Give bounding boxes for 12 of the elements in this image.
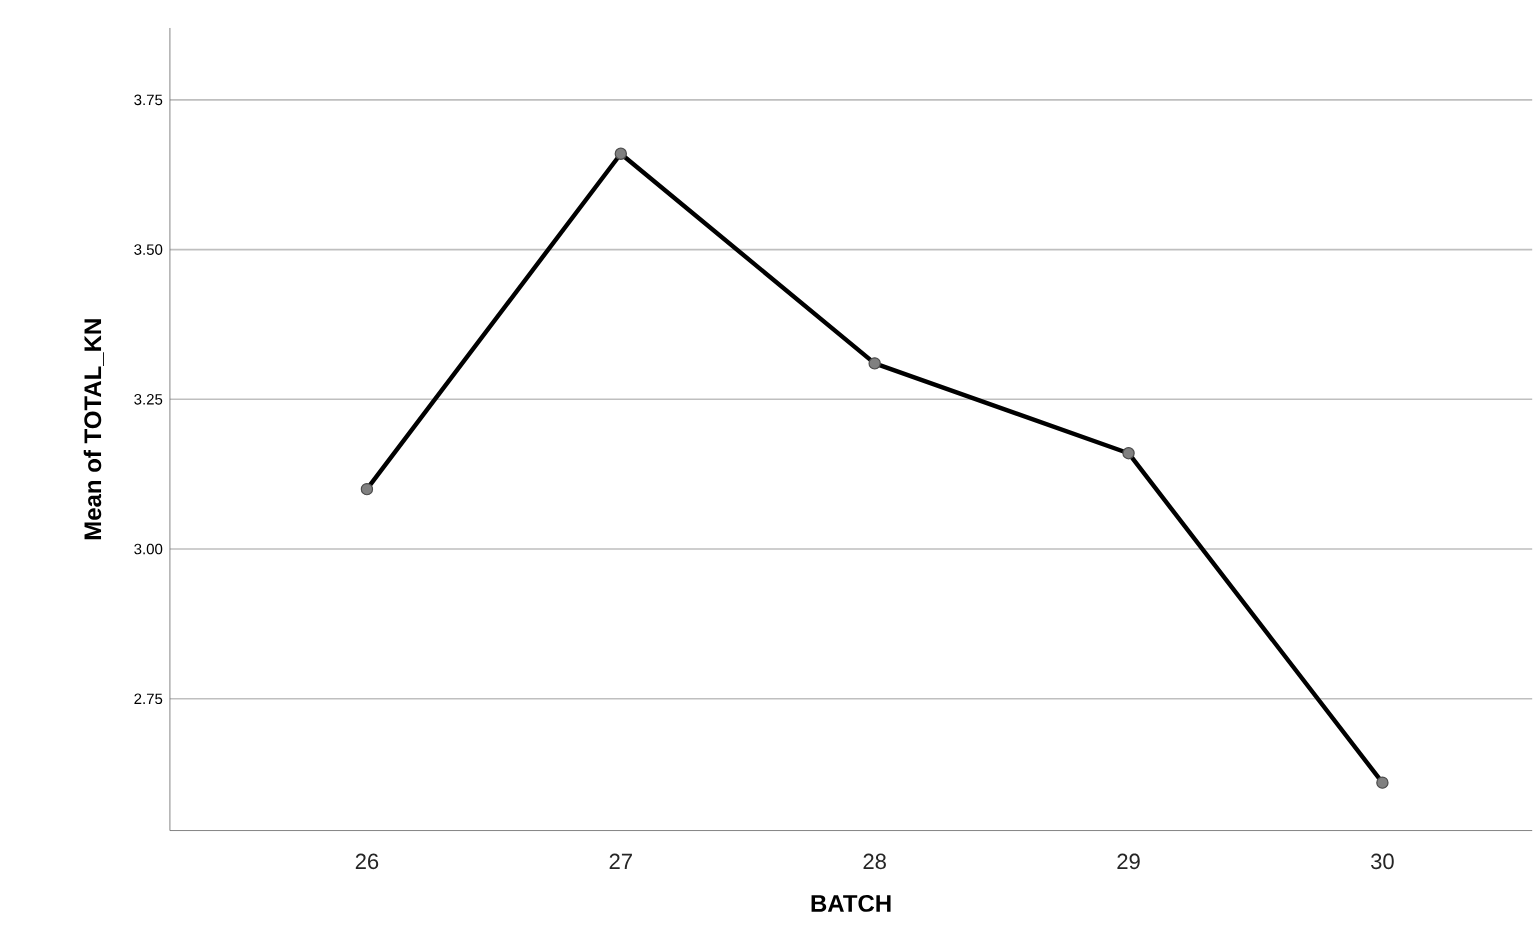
y-axis-title: Mean of TOTAL_KN [83,319,104,539]
x-tick-label: 28 [863,853,886,869]
y-tick-label: 3.00 [134,543,163,555]
x-axis-title: BATCH [811,894,891,912]
y-tick-label: 2.75 [134,693,163,704]
y-tick-label: 3.25 [134,393,163,405]
x-tick-label: 26 [355,853,379,869]
x-tick-label: 29 [1117,853,1140,869]
y-tick-label: 3.50 [134,244,163,255]
x-tick-label: 27 [609,853,632,869]
y-tick-label: 3.75 [134,94,163,105]
x-tick-label: 30 [1371,853,1394,869]
